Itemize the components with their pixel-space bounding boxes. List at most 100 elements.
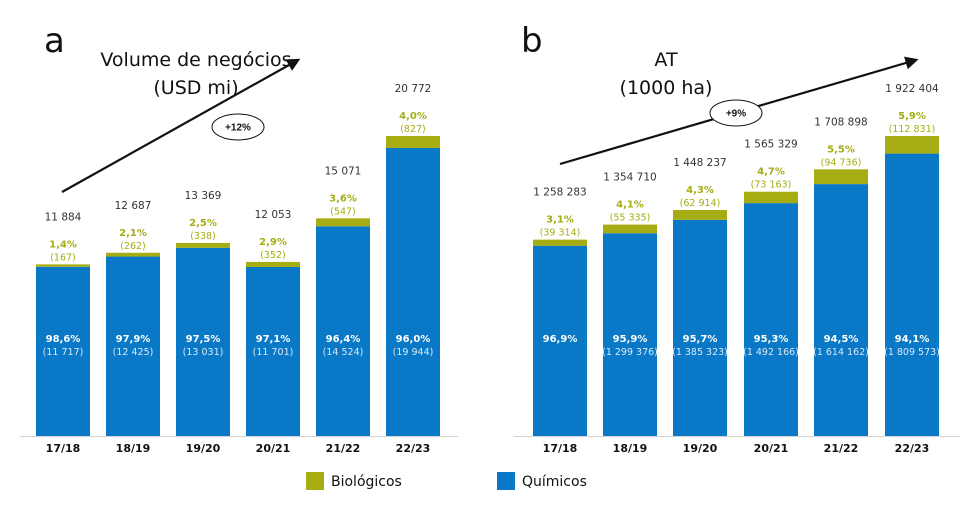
category-label: 22/23 <box>895 442 930 455</box>
bio-pct-label: 4,7% <box>757 167 785 178</box>
bio-value-label: (262) <box>120 241 146 252</box>
bio-value-label: (55 335) <box>610 213 651 224</box>
chem-pct-label: 98,6% <box>46 334 81 345</box>
category-label: 19/20 <box>186 442 221 455</box>
category-label: 19/20 <box>683 442 718 455</box>
bio-value-label: (94 736) <box>821 157 862 168</box>
category-label: 22/23 <box>396 442 431 455</box>
legend-label: Químicos <box>522 474 587 490</box>
bar-biologicos <box>744 191 798 204</box>
trend-badge <box>709 99 763 127</box>
bar-quimicos <box>885 153 939 437</box>
category-label: 20/21 <box>256 442 291 455</box>
trend-label: +12% <box>225 123 251 134</box>
total-label: 1 448 237 <box>673 157 726 169</box>
bar-quimicos <box>106 256 160 436</box>
chart-title: AT <box>654 49 678 71</box>
category-label: 17/18 <box>543 442 578 455</box>
bar-biologicos <box>673 209 727 220</box>
bar-quimicos <box>316 226 370 436</box>
total-label: 1 258 283 <box>533 187 586 199</box>
bar-biologicos <box>533 239 587 246</box>
category-label: 18/19 <box>116 442 151 455</box>
legend: Biológicos Químicos <box>306 472 587 490</box>
chem-value-label: (14 524) <box>323 347 364 358</box>
bar-quimicos <box>386 147 440 436</box>
bar-biologicos <box>603 224 657 234</box>
total-label: 1 565 329 <box>744 139 797 151</box>
category-label: 21/22 <box>326 442 361 455</box>
chem-value-label: (1 492 166) <box>743 347 799 358</box>
bio-value-label: (547) <box>330 206 356 217</box>
bio-pct-label: 2,5% <box>189 218 217 229</box>
bio-value-label: (352) <box>260 250 286 261</box>
bar-biologicos <box>36 264 90 267</box>
chem-pct-label: 96,9% <box>543 334 578 345</box>
bar-biologicos <box>814 169 868 185</box>
bar-biologicos <box>386 136 440 148</box>
bio-value-label: (39 314) <box>540 228 581 239</box>
bar-biologicos <box>885 136 939 154</box>
bar-quimicos <box>744 203 798 436</box>
chem-pct-label: 97,5% <box>186 334 221 345</box>
trend-arrow <box>61 58 301 193</box>
bar-biologicos <box>316 218 370 227</box>
total-label: 1 708 898 <box>814 116 867 128</box>
chem-value-label: (19 944) <box>393 347 434 358</box>
category-label: 21/22 <box>824 442 859 455</box>
bar-quimicos <box>814 184 868 436</box>
total-label: 12 687 <box>115 200 152 212</box>
bio-pct-label: 5,5% <box>827 144 855 155</box>
chem-pct-label: 94,5% <box>824 334 859 345</box>
category-label: 20/21 <box>754 442 789 455</box>
chart-panel-b: b AT (1000 ha) +9% (39 314) 3,1% 1 258 283 96,9… <box>514 21 960 455</box>
bar-quimicos <box>603 233 657 436</box>
panel-letter: b <box>521 21 543 61</box>
bio-value-label: (62 914) <box>680 198 721 209</box>
bio-value-label: (112 831) <box>889 124 936 135</box>
legend-label: Biológicos <box>331 474 402 490</box>
bio-pct-label: 4,0% <box>399 111 427 122</box>
chem-value-label: (1 299 376) <box>602 347 658 358</box>
legend-swatch <box>306 472 324 490</box>
total-label: 12 053 <box>255 209 292 221</box>
bar-quimicos <box>673 219 727 436</box>
chem-pct-label: 95,3% <box>754 334 789 345</box>
bio-pct-label: 3,1% <box>546 215 574 226</box>
total-label: 1 922 404 <box>885 83 939 95</box>
bio-value-label: (73 163) <box>751 180 792 191</box>
trend-label: +9% <box>726 109 746 120</box>
chem-pct-label: 94,1% <box>895 334 930 345</box>
panel-letter: a <box>44 21 65 61</box>
bio-value-label: (338) <box>190 231 216 242</box>
trend-badge <box>211 113 265 141</box>
bio-pct-label: 2,9% <box>259 237 287 248</box>
total-label: 11 884 <box>45 211 82 223</box>
bar-biologicos <box>176 242 230 248</box>
bio-pct-label: 4,3% <box>686 185 714 196</box>
bio-pct-label: 4,1% <box>616 200 644 211</box>
chem-value-label: (1 614 162) <box>813 347 869 358</box>
chem-pct-label: 97,1% <box>256 334 291 345</box>
bio-pct-label: 2,1% <box>119 228 147 239</box>
bar-quimicos <box>533 245 587 436</box>
chart-subtitle: (1000 ha) <box>620 77 713 99</box>
category-label: 17/18 <box>46 442 81 455</box>
category-label: 18/19 <box>613 442 648 455</box>
chart-panel-a: a Volume de negócios (USD mi) +12% (167) 1,4%… <box>20 21 458 455</box>
bio-value-label: (827) <box>400 124 426 135</box>
total-label: 15 071 <box>325 165 362 177</box>
total-label: 20 772 <box>395 83 432 95</box>
bar-biologicos <box>106 252 160 257</box>
chem-value-label: (1 809 573) <box>884 347 940 358</box>
chem-pct-label: 97,9% <box>116 334 151 345</box>
bio-pct-label: 3,6% <box>329 193 357 204</box>
bio-pct-label: 1,4% <box>49 239 77 250</box>
bar-quimicos <box>36 266 90 436</box>
chem-value-label: (11 717) <box>43 347 84 358</box>
chem-value-label: (11 701) <box>253 347 294 358</box>
bar-quimicos <box>246 267 300 436</box>
chem-value-label: (1 385 323) <box>672 347 728 358</box>
bio-pct-label: 5,9% <box>898 111 926 122</box>
